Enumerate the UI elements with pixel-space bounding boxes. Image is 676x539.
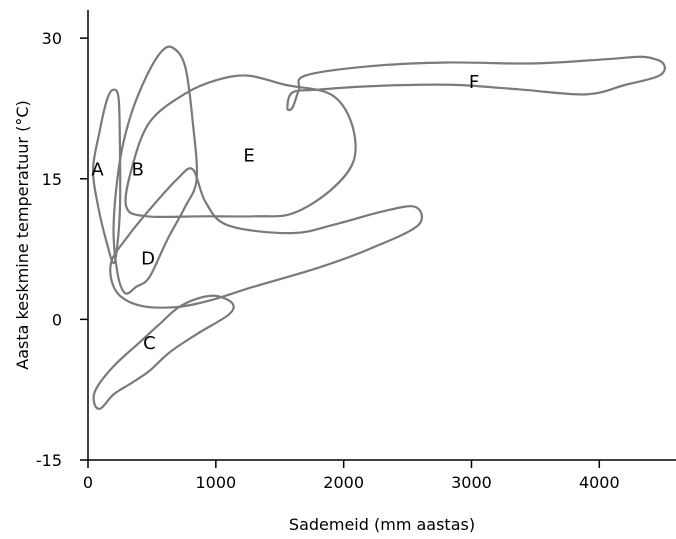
region-label-d: D (141, 248, 155, 269)
x-tick-label: 2000 (323, 473, 364, 492)
region-label-e: E (243, 145, 254, 166)
x-tick-label: 3000 (451, 473, 492, 492)
x-tick-label: 4000 (579, 473, 620, 492)
y-tick-label: -15 (36, 451, 62, 470)
region-outline-c (92, 294, 235, 410)
y-tick-label: 30 (42, 29, 62, 48)
region-label-b: B (132, 159, 144, 180)
region-outlines (91, 45, 666, 410)
axes (87, 10, 676, 461)
y-tick-label: 15 (42, 170, 62, 189)
x-tick-label: 1000 (195, 473, 236, 492)
axis-ticks: 0 1000 2000 3000 4000 30 15 0 -15 (36, 29, 620, 492)
region-outline-f (286, 55, 666, 112)
region-outline-b (112, 45, 199, 295)
region-outline-d (109, 167, 424, 309)
region-outline-e (124, 74, 357, 219)
region-outline-a (91, 88, 122, 265)
region-label-c: C (143, 333, 156, 354)
region-label-f: F (469, 72, 479, 93)
y-axis-label: Aasta keskmine temperatuur (°C) (13, 100, 32, 369)
region-labels: A B C D E F (91, 72, 479, 354)
x-axis-label: Sademeid (mm aastas) (289, 515, 475, 534)
region-label-a: A (91, 159, 104, 180)
x-tick-label: 0 (83, 473, 93, 492)
y-tick-label: 0 (52, 310, 62, 329)
